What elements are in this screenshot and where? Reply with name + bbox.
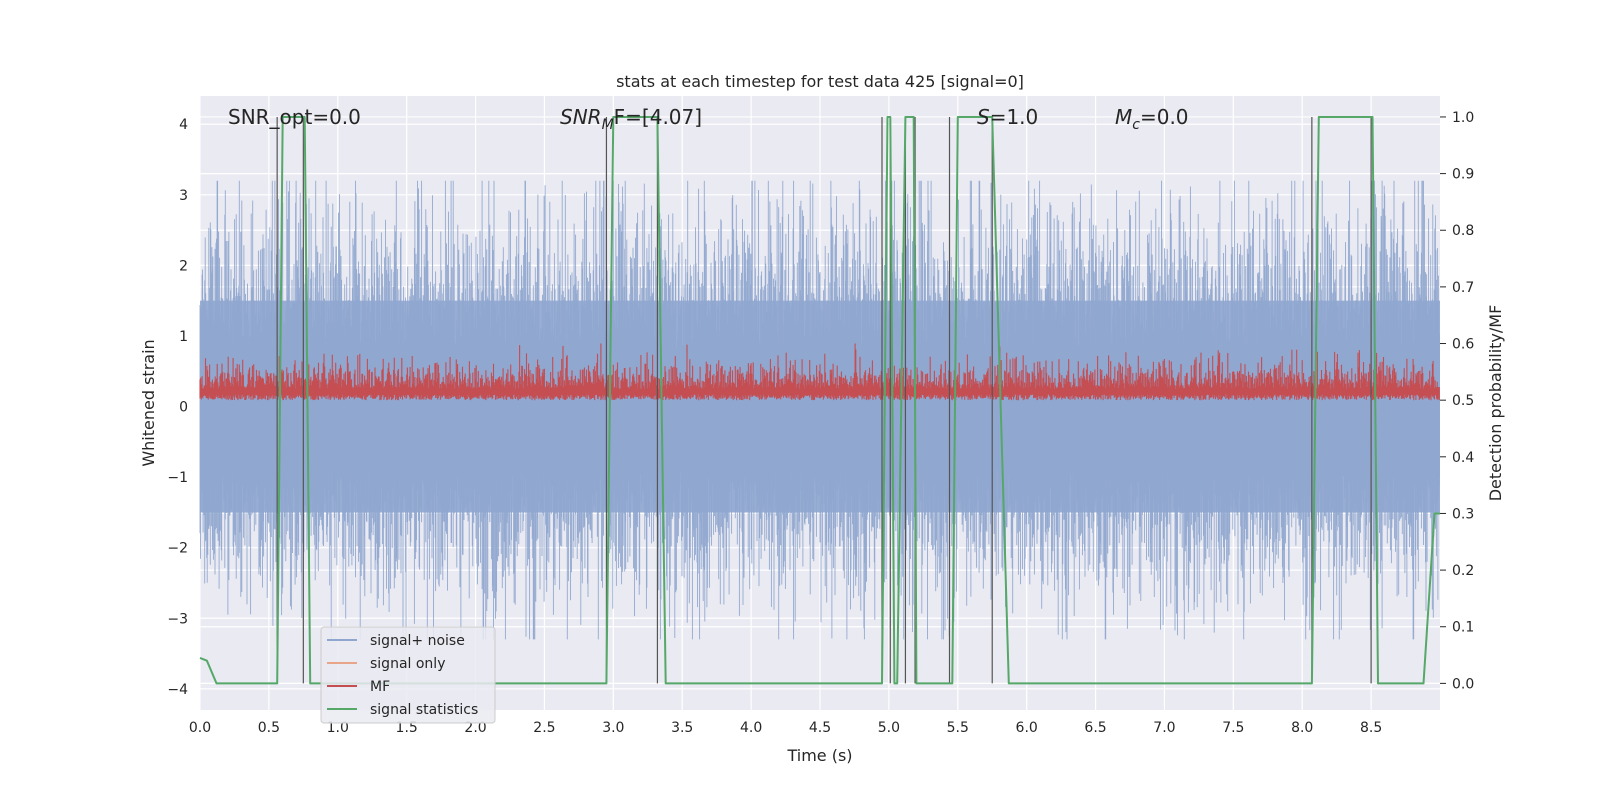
signal-statistics-series: [199, 116, 1440, 685]
x-tick-label: 2.5: [533, 720, 555, 736]
legend-label-signal-noise: signal+ noise: [370, 633, 465, 649]
x-tick-label: 0.0: [189, 720, 211, 736]
snr-mf-rest: F=[4.07]: [614, 105, 702, 129]
y2-tick-label: 0.7: [1452, 280, 1474, 296]
signal-statistics-line: [199, 116, 1440, 685]
y-tick-label: 0: [179, 400, 188, 416]
snr-mf-annotation: SNRMF=[4.07]: [560, 105, 702, 133]
s-main: S: [977, 105, 990, 129]
x-tick-label: 5.5: [947, 720, 969, 736]
x-tick-label: 7.0: [1153, 720, 1175, 736]
legend-box: [320, 626, 496, 724]
y-tick-label: 3: [179, 188, 188, 204]
y2-tick-label: 0.6: [1452, 337, 1474, 353]
mf-line: [199, 343, 1440, 401]
y2-axis-label: Detection probability/MF: [1486, 305, 1505, 502]
s-annotation: S=1.0: [977, 105, 1038, 129]
mc-annotation: Mc=0.0: [1115, 105, 1189, 133]
legend-label-mf: MF: [370, 679, 390, 695]
mf-series: [199, 343, 1440, 401]
y2-tick-label: 0.5: [1452, 393, 1474, 409]
y-tick-label: −2: [167, 541, 188, 557]
x-tick-label: 6.5: [1084, 720, 1106, 736]
y-axis-ticks: 4 3 2 1 0 −1 −2 −3 −4: [167, 117, 188, 698]
y-tick-label: −4: [167, 682, 188, 698]
x-tick-label: 5.0: [878, 720, 900, 736]
x-tick-label: 3.0: [602, 720, 624, 736]
y2-tick-label: 0.3: [1452, 506, 1474, 522]
s-rest: =1.0: [990, 105, 1039, 129]
signal-noise-core: [200, 300, 1440, 513]
x-tick-label: 2.0: [464, 720, 486, 736]
x-tick-label: 7.5: [1222, 720, 1244, 736]
y2-axis-ticks: 1.0 0.9 0.8 0.7 0.6 0.5 0.4 0.3 0.2 0.1 0.0: [1440, 110, 1474, 692]
x-tick-label: 8.0: [1291, 720, 1313, 736]
legend-label-signal-statistics: signal statistics: [370, 702, 478, 718]
y2-tick-label: 0.0: [1452, 676, 1474, 692]
y-tick-label: 2: [179, 258, 188, 274]
y-axis-label: Whitened strain: [139, 339, 158, 466]
mc-sub: c: [1132, 117, 1140, 133]
mc-rest: =0.0: [1140, 105, 1189, 129]
x-axis-ticks: 0.0 0.5 1.0 1.5 2.0 2.5 3.0 3.5 4.0 4.5 5.0 5.5 6.0 6…: [189, 720, 1382, 736]
x-axis-label: Time (s): [786, 746, 852, 765]
y2-tick-label: 1.0: [1452, 110, 1474, 126]
x-tick-label: 1.0: [327, 720, 349, 736]
y2-tick-label: 0.4: [1452, 450, 1474, 466]
snr-opt-annotation: SNR_opt=0.0: [228, 105, 361, 129]
x-tick-label: 4.5: [809, 720, 831, 736]
y-tick-label: 4: [179, 117, 188, 133]
x-tick-label: 1.5: [396, 720, 418, 736]
y2-tick-label: 0.9: [1452, 167, 1474, 183]
y-tick-label: −1: [167, 470, 188, 486]
snr-mf-sub: M: [602, 117, 614, 133]
x-tick-label: 3.5: [671, 720, 693, 736]
snr-mf-main: SNR: [560, 105, 602, 129]
signal-noise-series: [199, 180, 1440, 640]
x-tick-label: 0.5: [258, 720, 280, 736]
x-tick-label: 8.5: [1360, 720, 1382, 736]
mc-main: M: [1115, 105, 1132, 129]
legend-label-signal-only: signal only: [370, 656, 445, 672]
y2-tick-label: 0.2: [1452, 563, 1474, 579]
chart-title: stats at each timestep for test data 425…: [616, 72, 1024, 91]
y2-tick-label: 0.8: [1452, 223, 1474, 239]
x-tick-label: 4.0: [740, 720, 762, 736]
y-tick-label: −3: [167, 611, 188, 627]
legend: signal+ noise signal only MF signal stat…: [320, 626, 496, 724]
y2-tick-label: 0.1: [1452, 620, 1474, 636]
x-tick-label: 6.0: [1016, 720, 1038, 736]
y-tick-label: 1: [179, 329, 188, 345]
